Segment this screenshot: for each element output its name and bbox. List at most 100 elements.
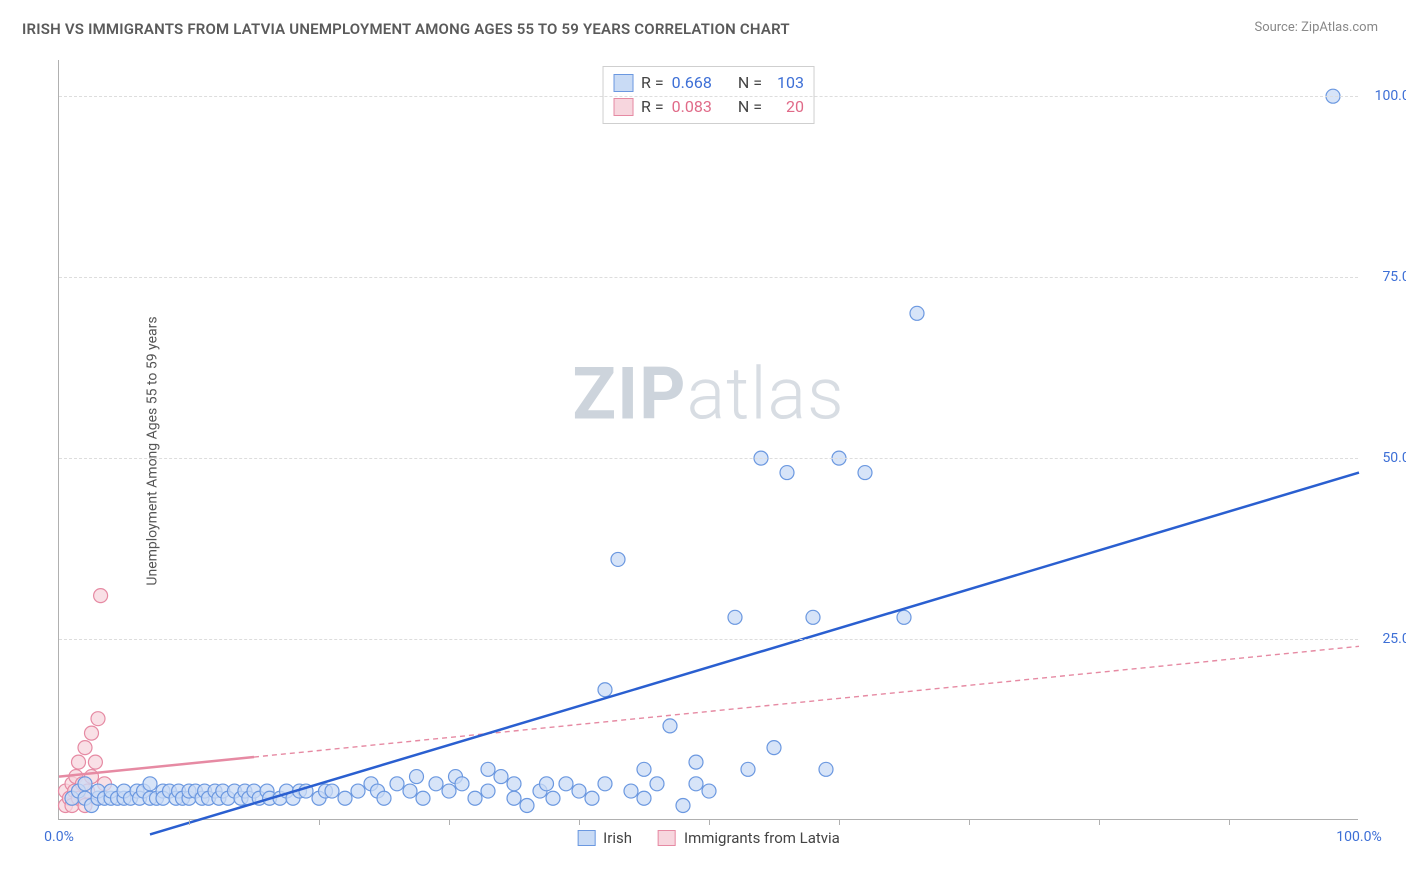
irish-point <box>410 770 424 784</box>
irish-point <box>78 777 92 791</box>
irish-point <box>507 777 521 791</box>
corr-legend-row: R = 0.083 N = 20 <box>613 95 804 119</box>
source-label: Source: ZipAtlas.com <box>1254 20 1378 35</box>
latvia-point <box>88 755 102 769</box>
latvia-point <box>72 755 86 769</box>
x-tick-mark <box>709 819 710 825</box>
irish-point <box>520 799 534 813</box>
corr-n-value: 20 <box>770 95 804 119</box>
irish-point <box>429 777 443 791</box>
irish-point <box>338 791 352 805</box>
y-tick-label: 100.0% <box>1375 88 1406 104</box>
x-tick-mark <box>449 819 450 825</box>
legend-swatch <box>613 98 633 116</box>
irish-point <box>897 610 911 624</box>
legend-swatch <box>658 830 676 846</box>
irish-point <box>507 791 521 805</box>
irish-point <box>780 466 794 480</box>
irish-point <box>540 777 554 791</box>
corr-legend-row: R = 0.668 N = 103 <box>613 71 804 95</box>
irish-point <box>403 784 417 798</box>
chart-title: IRISH VS IMMIGRANTS FROM LATVIA UNEMPLOY… <box>22 20 790 38</box>
x-tick-mark <box>1229 819 1230 825</box>
gridline-h <box>59 639 1358 640</box>
source-prefix: Source: <box>1254 20 1301 35</box>
corr-n-value: 103 <box>770 71 804 95</box>
chart-container: Unemployment Among Ages 55 to 59 years Z… <box>22 56 1382 846</box>
latvia-point <box>78 741 92 755</box>
irish-point <box>637 762 651 776</box>
latvia-point <box>91 712 105 726</box>
x-tick-label: 100.0% <box>1336 829 1381 845</box>
corr-r-value: 0.668 <box>672 71 712 95</box>
irish-point <box>806 610 820 624</box>
x-tick-mark <box>319 819 320 825</box>
irish-point <box>351 784 365 798</box>
irish-point <box>559 777 573 791</box>
x-tick-mark <box>969 819 970 825</box>
irish-point <box>390 777 404 791</box>
irish-point <box>676 799 690 813</box>
y-tick-label: 50.0% <box>1382 450 1406 466</box>
irish-point <box>546 791 560 805</box>
legend-label: Immigrants from Latvia <box>684 829 840 847</box>
irish-point <box>650 777 664 791</box>
legend-item: Immigrants from Latvia <box>658 829 840 847</box>
latvia-point <box>85 726 99 740</box>
irish-point <box>741 762 755 776</box>
gridline-h <box>59 96 1358 97</box>
irish-point <box>455 777 469 791</box>
legend-label: Irish <box>603 829 632 847</box>
irish-point <box>728 610 742 624</box>
x-tick-mark <box>189 819 190 825</box>
irish-point <box>598 777 612 791</box>
scatter-svg <box>59 60 1358 819</box>
irish-point <box>819 762 833 776</box>
legend-item: Irish <box>577 829 632 847</box>
y-tick-label: 75.0% <box>1382 269 1406 285</box>
irish-point <box>585 791 599 805</box>
irish-point <box>481 762 495 776</box>
x-tick-mark <box>579 819 580 825</box>
irish-point <box>377 791 391 805</box>
irish-point <box>143 777 157 791</box>
irish-point <box>637 791 651 805</box>
irish-trendline <box>150 473 1359 835</box>
irish-point <box>598 683 612 697</box>
x-tick-label: 0.0% <box>44 829 74 845</box>
irish-point <box>689 777 703 791</box>
gridline-h <box>59 277 1358 278</box>
irish-point <box>416 791 430 805</box>
corr-r-value: 0.083 <box>672 95 712 119</box>
y-tick-label: 25.0% <box>1382 631 1406 647</box>
x-tick-mark <box>1099 819 1100 825</box>
legend-swatch <box>613 74 633 92</box>
irish-point <box>702 784 716 798</box>
x-tick-mark <box>839 819 840 825</box>
source-name: ZipAtlas.com <box>1301 20 1378 35</box>
irish-point <box>468 791 482 805</box>
irish-point <box>910 306 924 320</box>
irish-point <box>494 770 508 784</box>
latvia-point <box>94 589 108 603</box>
irish-point <box>858 466 872 480</box>
irish-point <box>624 784 638 798</box>
irish-point <box>325 784 339 798</box>
irish-point <box>663 719 677 733</box>
corr-r-label: R = <box>641 95 664 119</box>
corr-n-label: N = <box>738 95 762 119</box>
series-legend: Irish Immigrants from Latvia <box>577 829 840 847</box>
irish-point <box>767 741 781 755</box>
irish-point <box>481 784 495 798</box>
irish-point <box>572 784 586 798</box>
gridline-h <box>59 458 1358 459</box>
irish-point <box>611 552 625 566</box>
latvia-trendline-dashed <box>254 646 1359 757</box>
plot-area: ZIPatlas R =0.668N =103R =0.083N =20 Iri… <box>58 60 1358 820</box>
irish-point <box>442 784 456 798</box>
corr-n-label: N = <box>738 71 762 95</box>
corr-r-label: R = <box>641 71 664 95</box>
correlation-legend: R = 0.668 N = 103 R = 0.083 N = 20 <box>602 66 815 124</box>
irish-point <box>689 755 703 769</box>
legend-swatch <box>577 830 595 846</box>
